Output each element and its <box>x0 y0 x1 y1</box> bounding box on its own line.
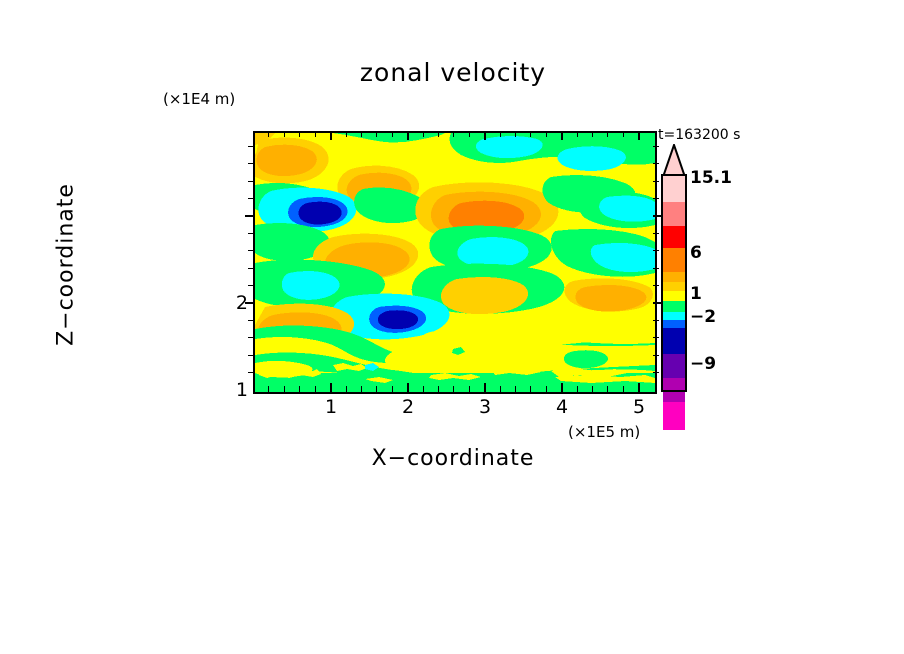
x-tick-label: 2 <box>401 396 415 418</box>
colorbar-segment <box>663 226 685 248</box>
page-title: zonal velocity <box>359 58 547 87</box>
colorbar-segment <box>663 272 685 282</box>
colorbar-segment <box>663 291 685 301</box>
x-tick-label: 5 <box>632 396 646 418</box>
colorbar-segment <box>663 328 685 354</box>
colorbar-segment <box>663 312 685 320</box>
colorbar-label: 15.1 <box>690 168 732 188</box>
colorbar-segment <box>663 248 685 272</box>
x-tick-label: 4 <box>555 396 569 418</box>
colorbar-segment <box>663 282 685 291</box>
colorbar-segment <box>663 378 685 402</box>
colorbar-arrow-svg <box>661 141 687 178</box>
colorbar-extend-arrow <box>661 141 687 178</box>
y-axis-unit-label: (×1E4 m) <box>163 90 236 108</box>
x-axis-unit-label: (×1E5 m) <box>568 423 641 441</box>
x-tick-label: 1 <box>324 396 338 418</box>
colorbar-tick-labels: 15.1 6 1 −2 −9 <box>690 131 760 401</box>
colorbar-gradient <box>663 176 685 430</box>
colorbar-label: −9 <box>690 354 717 374</box>
x-axis-tick-labels: 1 2 3 4 5 <box>253 396 653 418</box>
colorbar-segment <box>663 402 685 430</box>
y-tick-label: 2 <box>235 292 248 314</box>
y-axis-label: Z−coordinate <box>53 183 79 346</box>
colorbar-segment <box>663 301 685 312</box>
y-axis-tick-labels: 2 1 <box>210 131 248 401</box>
colorbar-segment <box>663 320 685 328</box>
contour-field <box>255 133 655 392</box>
x-axis-label: X−coordinate <box>371 446 535 471</box>
contour-plot-area <box>253 131 657 394</box>
x-tick-label: 3 <box>478 396 492 418</box>
colorbar-segment <box>663 176 685 202</box>
colorbar-label: −2 <box>690 307 717 327</box>
y-tick-label: 1 <box>235 379 248 401</box>
colorbar-segment <box>663 202 685 226</box>
colorbar-label: 1 <box>690 284 702 304</box>
contour-field-svg <box>255 133 655 392</box>
colorbar-segment <box>663 354 685 378</box>
colorbar-label: 6 <box>690 243 702 263</box>
timestamp-label: t=163200 s <box>658 127 741 143</box>
